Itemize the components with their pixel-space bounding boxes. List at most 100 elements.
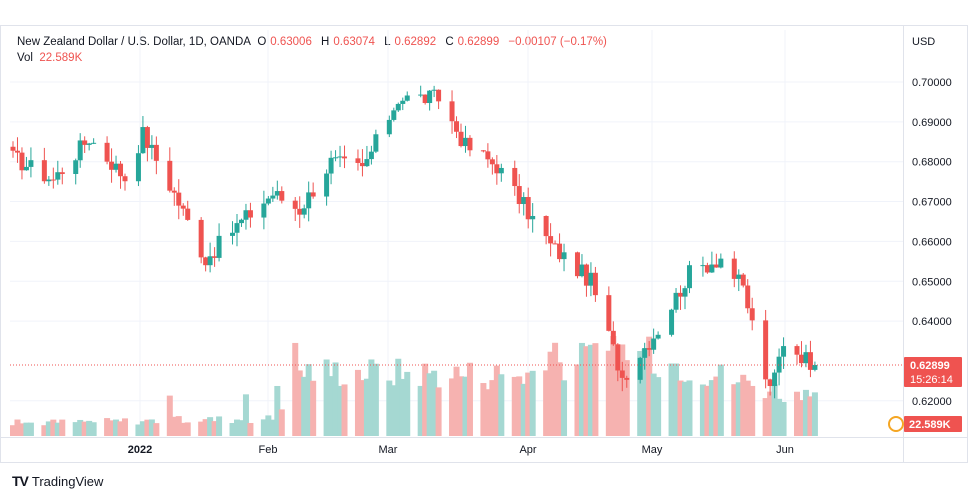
candle-body[interactable] <box>144 127 150 148</box>
candle-body[interactable] <box>736 274 742 279</box>
candle-body[interactable] <box>230 232 236 236</box>
candle-body[interactable] <box>41 160 47 182</box>
candle-body[interactable] <box>543 216 549 237</box>
candle-body[interactable] <box>709 264 715 273</box>
candle-body[interactable] <box>400 100 406 104</box>
candle-body[interactable] <box>588 272 594 286</box>
candle-body[interactable] <box>167 160 173 191</box>
candle-body[interactable] <box>422 94 428 104</box>
candle-body[interactable] <box>91 142 97 144</box>
candle-body[interactable] <box>203 257 209 266</box>
candle-body[interactable] <box>373 134 379 152</box>
candle-body[interactable] <box>812 364 818 370</box>
candle-body[interactable] <box>337 156 343 158</box>
candle-body[interactable] <box>59 172 65 174</box>
scroll-latest-icon[interactable] <box>888 416 904 432</box>
candle-body[interactable] <box>207 256 213 266</box>
candle-body[interactable] <box>274 191 280 196</box>
candle-body[interactable] <box>525 197 531 220</box>
candle-body[interactable] <box>763 320 769 380</box>
candle-body[interactable] <box>216 235 222 258</box>
candle-body[interactable] <box>521 197 527 205</box>
candle-body[interactable] <box>180 205 186 209</box>
candle-body[interactable] <box>583 264 589 286</box>
candle-body[interactable] <box>391 110 397 120</box>
candle-body[interactable] <box>19 152 25 171</box>
candle-body[interactable] <box>109 161 115 170</box>
candle-body[interactable] <box>122 176 128 182</box>
candle-body[interactable] <box>198 219 204 258</box>
candle-body[interactable] <box>135 153 141 182</box>
candle-body[interactable] <box>292 200 298 209</box>
candle-body[interactable] <box>359 162 365 167</box>
tradingview-brand[interactable]: TV TradingView <box>12 473 103 489</box>
candle-body[interactable] <box>404 95 410 101</box>
candle-body[interactable] <box>185 208 191 220</box>
candle-body[interactable] <box>561 252 567 260</box>
candle-body[interactable] <box>243 210 249 220</box>
candle-body[interactable] <box>247 210 253 218</box>
candle-body[interactable] <box>700 265 706 267</box>
candle-body[interactable] <box>794 346 800 355</box>
candle-body[interactable] <box>498 167 504 174</box>
candle-body[interactable] <box>279 191 285 201</box>
candle-body[interactable] <box>646 348 652 350</box>
candle-body[interactable] <box>552 243 558 245</box>
candle-body[interactable] <box>234 223 240 233</box>
candle-body[interactable] <box>86 143 92 145</box>
candle-body[interactable] <box>637 357 643 380</box>
candle-body[interactable] <box>803 352 809 364</box>
candle-body[interactable] <box>776 356 782 373</box>
candle-body[interactable] <box>449 101 455 122</box>
candle-body[interactable] <box>301 208 307 215</box>
candle-body[interactable] <box>557 243 563 260</box>
candle-body[interactable] <box>82 140 88 145</box>
candle-body[interactable] <box>516 186 522 205</box>
candle-body[interactable] <box>807 352 813 370</box>
candle-body[interactable] <box>149 144 155 148</box>
candle-body[interactable] <box>678 292 684 297</box>
candle-body[interactable] <box>104 142 110 162</box>
candle-body[interactable] <box>212 256 218 258</box>
candle-body[interactable] <box>713 264 719 268</box>
candle-body[interactable] <box>324 173 330 197</box>
candle-body[interactable] <box>745 285 751 309</box>
candle-body[interactable] <box>328 157 334 174</box>
candle-body[interactable] <box>395 103 401 111</box>
candle-body[interactable] <box>270 195 276 199</box>
candle-body[interactable] <box>615 344 621 371</box>
candle-body[interactable] <box>310 192 316 197</box>
candle-body[interactable] <box>364 159 370 167</box>
candle-body[interactable] <box>574 252 580 277</box>
candle-body[interactable] <box>767 379 773 387</box>
candle-body[interactable] <box>467 137 473 151</box>
candle-body[interactable] <box>489 159 495 165</box>
candle-body[interactable] <box>333 157 339 159</box>
candle-body[interactable] <box>781 346 787 357</box>
candle-body[interactable] <box>485 151 491 160</box>
candle-body[interactable] <box>512 167 518 187</box>
candle-body[interactable] <box>749 308 755 321</box>
candle-body[interactable] <box>238 219 244 224</box>
candle-body[interactable] <box>530 216 536 220</box>
candle-body[interactable] <box>176 192 182 206</box>
candle-body[interactable] <box>798 354 804 364</box>
candle-body[interactable] <box>682 288 688 297</box>
candle-body[interactable] <box>113 163 119 170</box>
candle-body[interactable] <box>655 334 661 339</box>
candle-body[interactable] <box>431 89 437 91</box>
candle-body[interactable] <box>458 131 464 147</box>
candle-body[interactable] <box>731 258 737 279</box>
candle-body[interactable] <box>462 137 468 147</box>
candle-body[interactable] <box>651 338 657 350</box>
candle-body[interactable] <box>368 151 374 160</box>
candle-body[interactable] <box>46 179 52 182</box>
candle-body[interactable] <box>642 348 648 358</box>
candle-body[interactable] <box>619 370 625 378</box>
candle-body[interactable] <box>686 265 692 289</box>
candle-body[interactable] <box>297 208 303 215</box>
candle-body[interactable] <box>23 166 29 171</box>
candle-body[interactable] <box>772 372 778 387</box>
candle-body[interactable] <box>50 179 56 181</box>
